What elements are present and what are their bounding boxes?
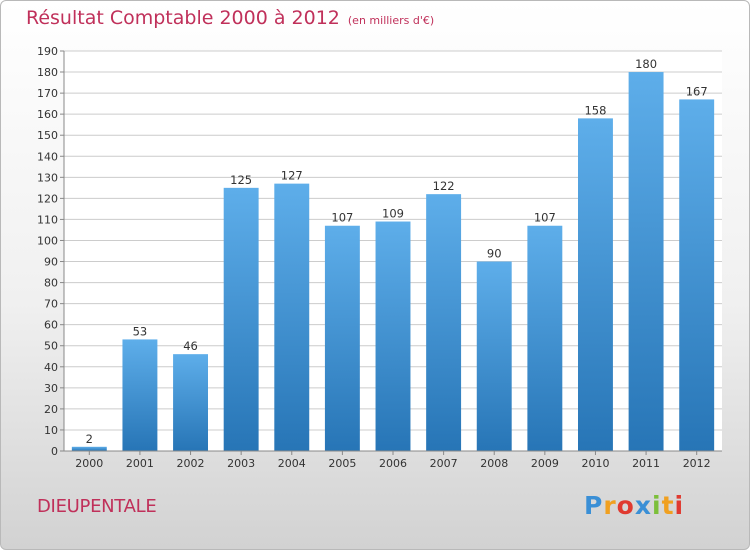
y-tick-label: 180	[37, 66, 58, 79]
bar-value-label: 158	[584, 103, 606, 117]
x-tick-label: 2009	[531, 457, 559, 470]
y-tick-label: 0	[51, 445, 58, 458]
logo-letter: i	[674, 491, 685, 520]
bar	[122, 339, 158, 451]
x-tick-label: 2011	[632, 457, 660, 470]
bar-value-label: 53	[133, 324, 148, 338]
y-tick-label: 140	[37, 150, 58, 163]
x-tick-label: 2004	[278, 457, 306, 470]
y-axis: 0 10 20 30 40 50 60 70 80 90 100 110 120 130 140 150 160…	[37, 45, 65, 458]
bar-value-label: 107	[331, 211, 353, 225]
y-tick-label: 120	[37, 192, 58, 205]
y-tick-label: 130	[37, 171, 58, 184]
city-name: DIEUPENTALE	[37, 496, 157, 517]
bar-value-label: 180	[635, 57, 657, 71]
y-tick-label: 40	[44, 361, 58, 374]
y-tick-label: 60	[44, 319, 58, 332]
bar	[476, 261, 512, 451]
logo-letter: t	[661, 491, 675, 520]
bar	[173, 354, 209, 451]
y-tick-label: 30	[44, 382, 58, 395]
y-tick-label: 110	[37, 213, 58, 226]
x-tick-label: 2001	[126, 457, 154, 470]
x-tick-label: 2010	[581, 457, 609, 470]
proxiti-logo: Proxiti	[584, 491, 684, 520]
bar-value-label: 2	[86, 432, 93, 446]
y-tick-label: 150	[37, 129, 58, 142]
x-axis: 2000 2001 2002 2003 2004 2005 2006 2007 2008 2009…	[64, 450, 722, 470]
bar-value-label: 125	[230, 173, 252, 187]
y-tick-label: 80	[44, 277, 58, 290]
logo-letter: P	[584, 491, 604, 520]
bars: 2 53 46 125 127 107 109 122 90 107 158 180 167	[71, 57, 715, 452]
x-tick-label: 2000	[75, 457, 103, 470]
y-tick-label: 100	[37, 234, 58, 247]
y-tick-label: 70	[44, 298, 58, 311]
bar	[577, 118, 613, 452]
bar	[426, 194, 462, 451]
x-tick-label: 2003	[227, 457, 255, 470]
y-tick-label: 160	[37, 108, 58, 121]
bar-value-label: 127	[281, 169, 303, 183]
logo-letter: x	[634, 491, 652, 520]
bar-value-label: 90	[487, 247, 502, 261]
y-tick-label: 50	[44, 340, 58, 353]
bar	[274, 183, 310, 451]
bar	[679, 99, 715, 451]
y-tick-label: 90	[44, 256, 58, 269]
bar-value-label: 122	[433, 179, 455, 193]
x-tick-label: 2005	[328, 457, 356, 470]
bar-value-label: 107	[534, 211, 556, 225]
bar	[223, 187, 259, 451]
y-tick-label: 10	[44, 424, 58, 437]
bar-value-label: 109	[382, 207, 404, 221]
bar-value-label: 46	[183, 339, 198, 353]
chart-unit: (en milliers d'€)	[347, 14, 435, 27]
x-tick-label: 2008	[480, 457, 508, 470]
x-tick-label: 2006	[379, 457, 407, 470]
bar	[324, 225, 360, 451]
chart-title-text: Résultat Comptable 2000 à 2012	[26, 7, 340, 29]
x-tick-label: 2007	[430, 457, 458, 470]
bar	[628, 72, 664, 451]
y-tick-label: 20	[44, 403, 58, 416]
bar	[375, 221, 411, 451]
y-tick-label: 170	[37, 87, 58, 100]
y-tick-label: 190	[37, 45, 58, 58]
logo-letter: r	[603, 491, 617, 520]
logo-letter: o	[616, 491, 635, 520]
logo-letter: i	[652, 491, 662, 520]
bar-value-label: 167	[686, 84, 708, 98]
chart-title: Résultat Comptable 2000 à 2012 (en millie…	[26, 7, 434, 29]
x-tick-label: 2002	[177, 457, 205, 470]
x-tick-label: 2012	[683, 457, 711, 470]
bar	[527, 225, 563, 451]
bar	[71, 446, 107, 451]
